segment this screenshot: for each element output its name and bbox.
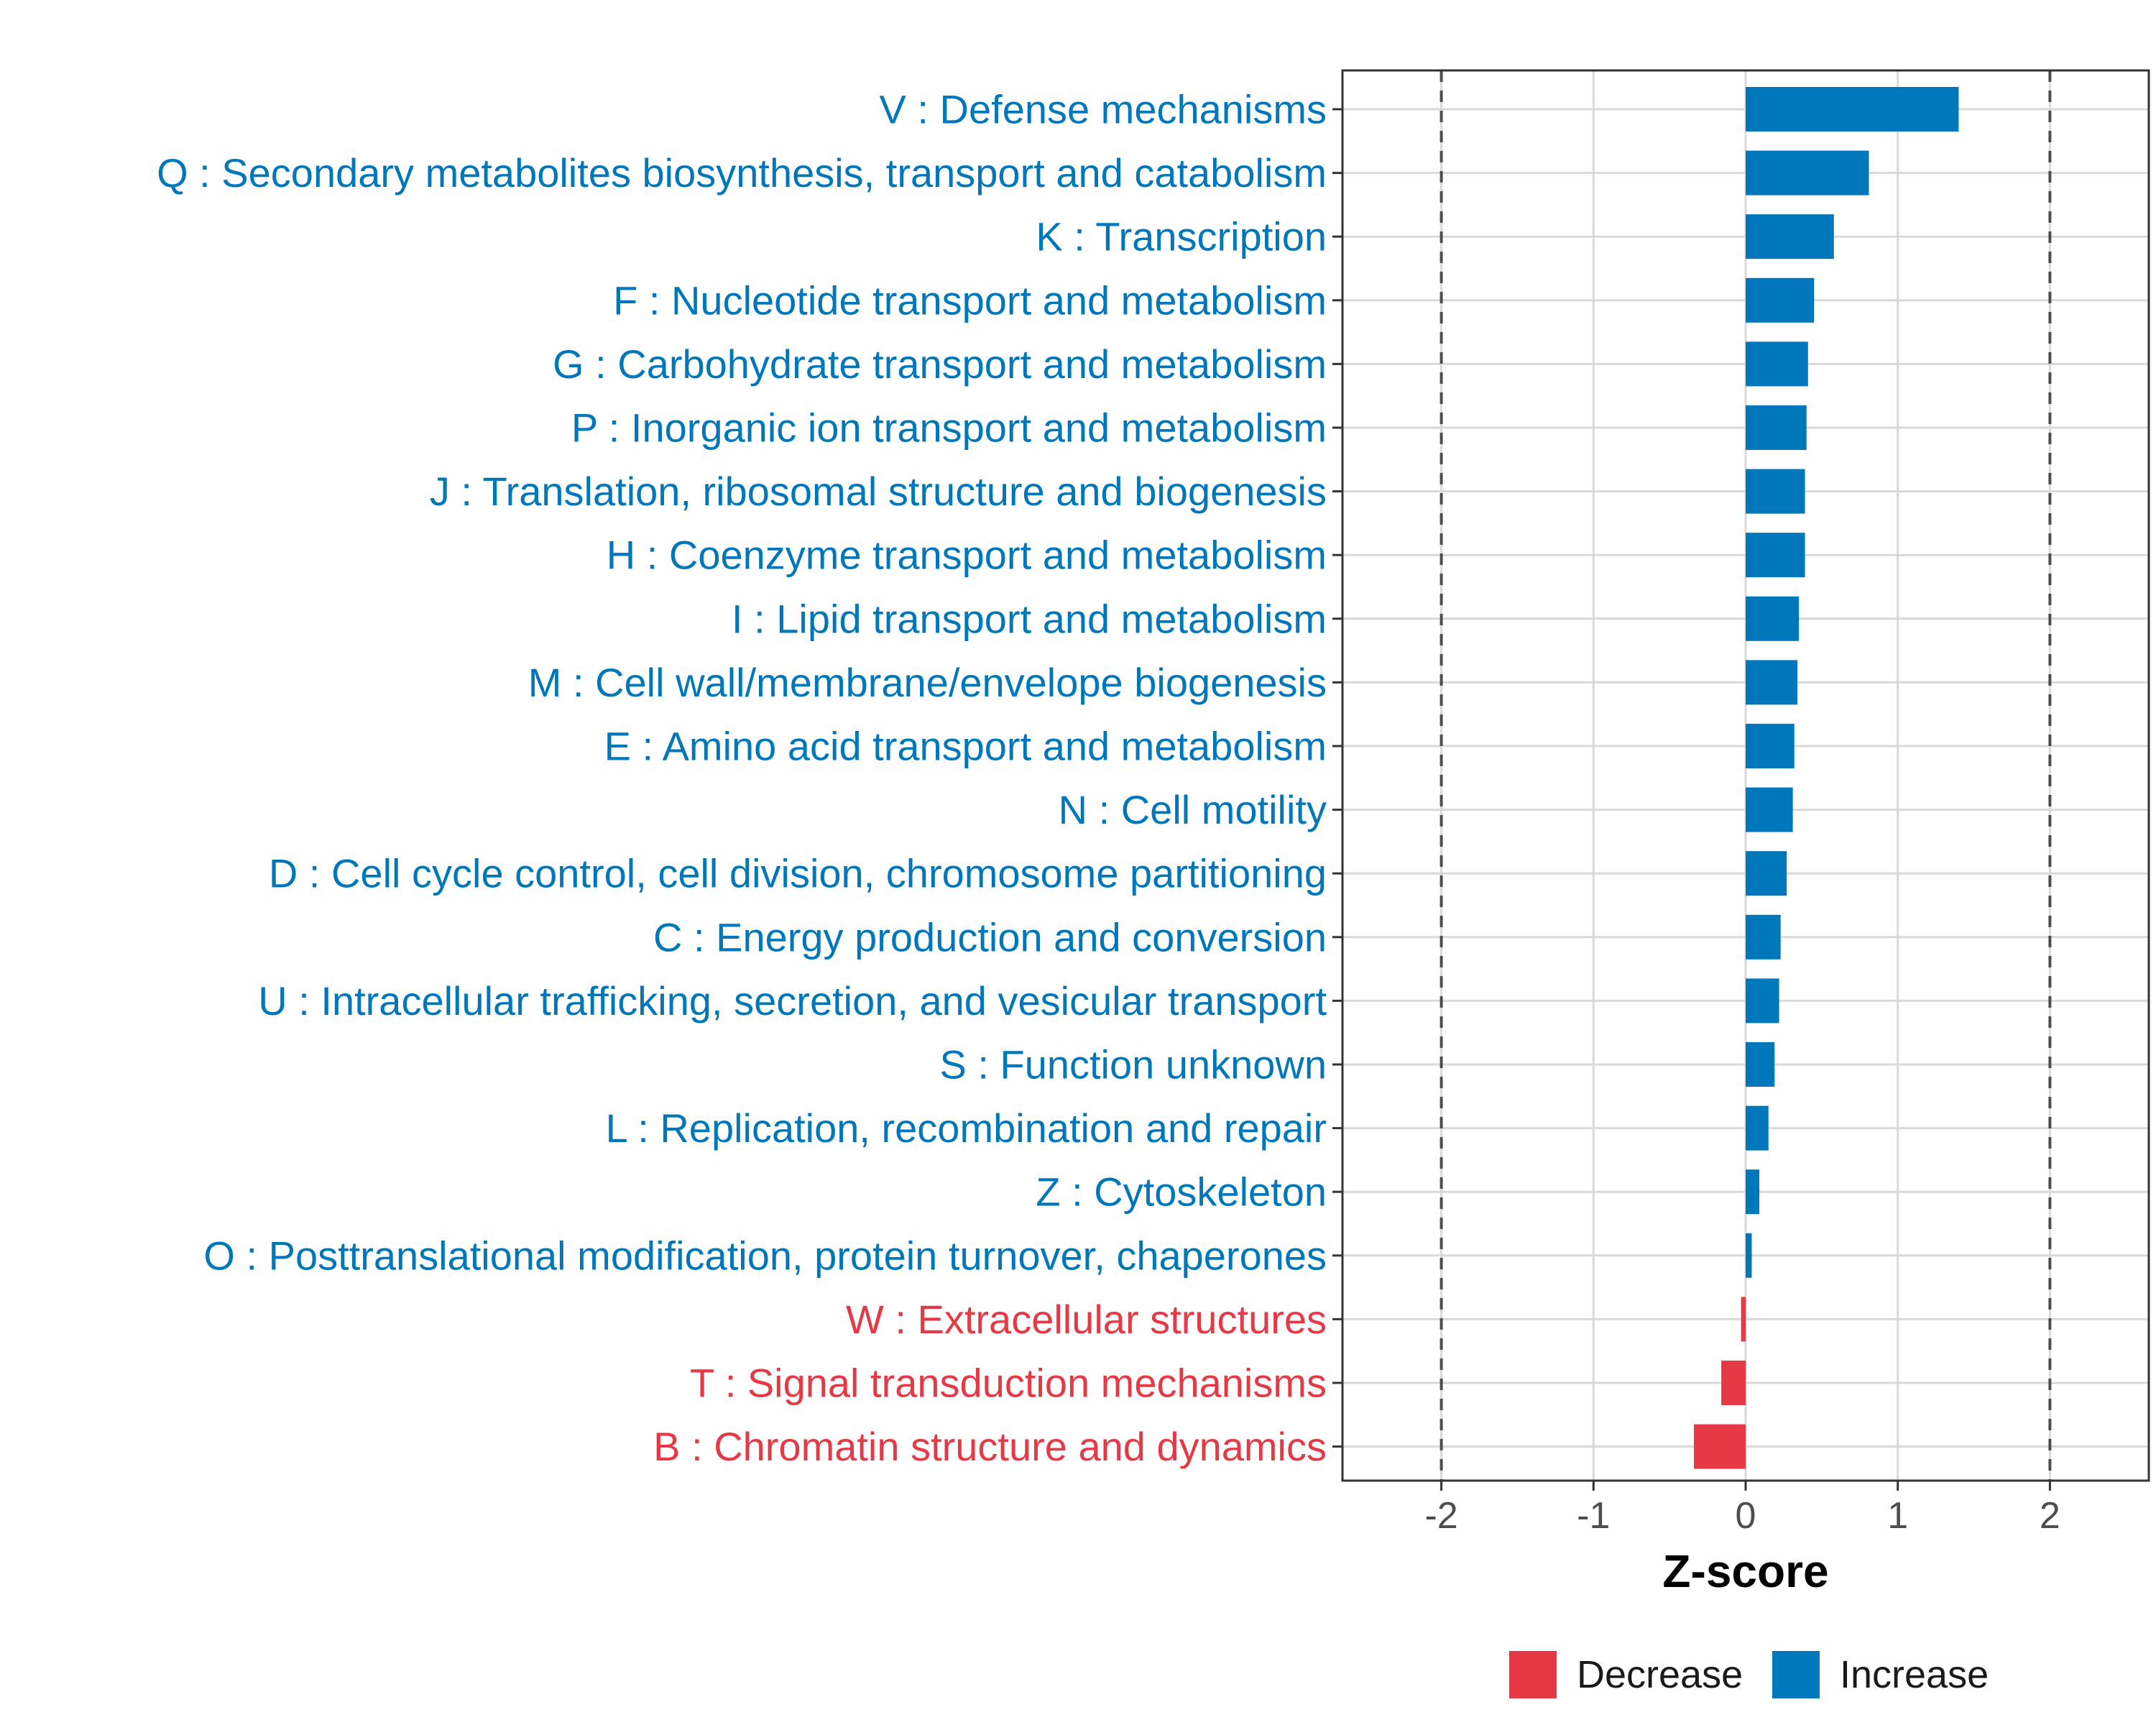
bar bbox=[1746, 1042, 1775, 1087]
bar bbox=[1694, 1424, 1746, 1469]
category-label: G : Carbohydrate transport and metabolis… bbox=[553, 341, 1327, 387]
category-label: B : Chromatin structure and dynamics bbox=[653, 1424, 1327, 1469]
category-label: C : Energy production and conversion bbox=[653, 914, 1327, 960]
x-tick-label: 1 bbox=[1887, 1495, 1908, 1537]
bar bbox=[1746, 405, 1807, 450]
bar bbox=[1746, 596, 1800, 641]
bar bbox=[1746, 277, 1815, 323]
category-label: K : Transcription bbox=[1036, 214, 1327, 259]
category-label: P : Inorganic ion transport and metaboli… bbox=[571, 405, 1327, 451]
bar bbox=[1746, 851, 1787, 896]
bar bbox=[1746, 724, 1795, 768]
bar bbox=[1746, 787, 1793, 832]
y-axis: V : Defense mechanisms Q : Secondary meta… bbox=[157, 87, 1342, 1469]
category-label: U : Intracellular trafficking, secretion… bbox=[258, 978, 1327, 1024]
category-label: T : Signal transduction mechanisms bbox=[690, 1361, 1327, 1406]
bar bbox=[1746, 150, 1869, 196]
legend-label-decrease: Decrease bbox=[1577, 1653, 1743, 1696]
bar bbox=[1746, 978, 1779, 1024]
bar bbox=[1746, 341, 1808, 387]
category-label: D : Cell cycle control, cell division, c… bbox=[269, 851, 1327, 896]
legend-label-increase: Increase bbox=[1840, 1653, 1989, 1696]
bar bbox=[1746, 1105, 1769, 1151]
legend-key-decrease bbox=[1509, 1651, 1557, 1698]
bar bbox=[1746, 533, 1805, 578]
category-label: E : Amino acid transport and metabolism bbox=[604, 724, 1327, 769]
category-label: Q : Secondary metabolites biosynthesis, … bbox=[157, 150, 1327, 196]
x-tick-label: -2 bbox=[1424, 1495, 1457, 1537]
x-tick-label: 0 bbox=[1736, 1495, 1756, 1537]
category-label: O : Posttranslational modification, prot… bbox=[203, 1233, 1327, 1278]
x-tick-label: -1 bbox=[1577, 1495, 1610, 1537]
bar bbox=[1741, 1297, 1746, 1342]
x-tick-label: 2 bbox=[2040, 1495, 2060, 1537]
category-label: W : Extracellular structures bbox=[846, 1297, 1327, 1342]
bar bbox=[1746, 214, 1834, 259]
reference-lines bbox=[1439, 70, 2052, 1481]
category-label: F : Nucleotide transport and metabolism bbox=[613, 277, 1327, 323]
bar bbox=[1746, 469, 1805, 514]
x-axis: -2 -1 0 1 2 bbox=[1424, 1481, 2060, 1537]
category-label: V : Defense mechanisms bbox=[880, 87, 1327, 132]
bar bbox=[1746, 87, 1959, 132]
bar bbox=[1746, 660, 1797, 705]
x-axis-title: Z-score bbox=[1662, 1545, 1828, 1597]
legend-key-increase bbox=[1772, 1651, 1820, 1698]
category-label: I : Lipid transport and metabolism bbox=[732, 596, 1327, 641]
category-label: Z : Cytoskeleton bbox=[1036, 1169, 1327, 1215]
bar bbox=[1746, 1169, 1760, 1215]
bars bbox=[1694, 87, 1959, 1469]
legend: Decrease Increase bbox=[1509, 1651, 1989, 1698]
category-label: L : Replication, recombination and repai… bbox=[606, 1105, 1327, 1151]
category-label: S : Function unknown bbox=[939, 1042, 1327, 1087]
bar bbox=[1721, 1361, 1746, 1405]
category-label: H : Coenzyme transport and metabolism bbox=[607, 533, 1327, 578]
bar bbox=[1746, 1233, 1752, 1278]
category-label: M : Cell wall/membrane/envelope biogenes… bbox=[528, 660, 1327, 705]
category-label: J : Translation, ribosomal structure and… bbox=[430, 469, 1327, 514]
category-label: N : Cell motility bbox=[1059, 787, 1327, 832]
bar bbox=[1746, 914, 1781, 960]
